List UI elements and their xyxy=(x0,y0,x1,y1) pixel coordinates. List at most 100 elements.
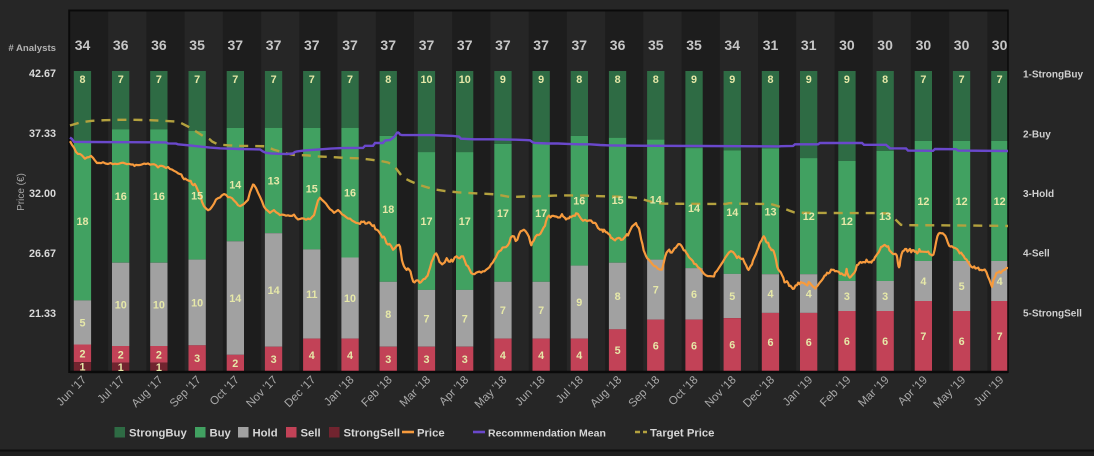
svg-text:37: 37 xyxy=(266,37,282,53)
svg-text:9: 9 xyxy=(538,74,544,86)
svg-text:14: 14 xyxy=(650,195,662,207)
svg-text:15: 15 xyxy=(612,195,624,207)
svg-text:7: 7 xyxy=(423,313,429,325)
svg-text:15: 15 xyxy=(191,190,203,202)
svg-text:7: 7 xyxy=(920,74,926,86)
svg-text:5: 5 xyxy=(729,291,735,303)
svg-text:2: 2 xyxy=(232,358,238,370)
svg-text:31: 31 xyxy=(763,37,779,53)
svg-text:2: 2 xyxy=(156,349,162,361)
svg-text:13: 13 xyxy=(764,206,776,218)
svg-text:8: 8 xyxy=(615,291,621,303)
svg-text:35: 35 xyxy=(648,37,664,53)
svg-text:7: 7 xyxy=(271,74,277,86)
svg-text:9: 9 xyxy=(500,74,506,86)
svg-text:14: 14 xyxy=(229,293,241,305)
svg-text:6: 6 xyxy=(767,337,773,349)
svg-text:2-Buy: 2-Buy xyxy=(1023,129,1051,140)
svg-text:35: 35 xyxy=(686,37,702,53)
svg-text:StrongBuy: StrongBuy xyxy=(129,428,187,440)
svg-text:12: 12 xyxy=(956,196,968,208)
svg-text:5: 5 xyxy=(959,281,965,293)
svg-text:9: 9 xyxy=(806,74,812,86)
svg-text:7: 7 xyxy=(347,74,353,86)
svg-text:15: 15 xyxy=(306,184,318,196)
svg-text:5: 5 xyxy=(79,318,85,330)
svg-text:4: 4 xyxy=(538,350,544,362)
svg-text:1-StrongBuy: 1-StrongBuy xyxy=(1023,70,1083,81)
svg-text:Price (€): Price (€) xyxy=(16,173,27,211)
svg-text:37: 37 xyxy=(533,37,549,53)
svg-text:17: 17 xyxy=(497,208,509,220)
svg-text:8: 8 xyxy=(615,74,621,86)
svg-text:30: 30 xyxy=(954,37,970,53)
svg-text:10: 10 xyxy=(153,299,165,311)
svg-text:6: 6 xyxy=(959,336,965,348)
svg-text:36: 36 xyxy=(113,37,129,53)
svg-text:16: 16 xyxy=(573,196,585,208)
svg-text:9: 9 xyxy=(691,74,697,86)
svg-text:30: 30 xyxy=(916,37,932,53)
svg-text:7: 7 xyxy=(538,305,544,317)
svg-text:6: 6 xyxy=(729,340,735,352)
svg-text:8: 8 xyxy=(79,74,85,86)
svg-text:14: 14 xyxy=(726,207,738,219)
svg-text:12: 12 xyxy=(803,211,815,223)
svg-text:17: 17 xyxy=(535,208,547,220)
svg-text:11: 11 xyxy=(306,289,317,301)
svg-text:12: 12 xyxy=(841,216,853,228)
svg-text:12: 12 xyxy=(994,196,1006,208)
svg-text:10: 10 xyxy=(420,74,432,86)
svg-text:37: 37 xyxy=(228,37,244,53)
svg-text:13: 13 xyxy=(268,176,280,188)
svg-text:6: 6 xyxy=(806,337,812,349)
svg-text:5-StrongSell: 5-StrongSell xyxy=(1023,308,1082,319)
svg-text:9: 9 xyxy=(729,74,735,86)
svg-text:4-Sell: 4-Sell xyxy=(1023,249,1050,260)
svg-text:30: 30 xyxy=(877,37,893,53)
svg-text:2: 2 xyxy=(79,348,85,360)
svg-text:12: 12 xyxy=(917,196,929,208)
svg-text:1: 1 xyxy=(156,362,162,374)
svg-text:8: 8 xyxy=(576,74,582,86)
svg-text:Buy: Buy xyxy=(210,428,232,440)
svg-text:Sell: Sell xyxy=(301,428,321,440)
svg-text:# Analysts: # Analysts xyxy=(8,43,56,54)
svg-text:6: 6 xyxy=(882,336,888,348)
svg-text:9: 9 xyxy=(576,297,582,309)
svg-text:7: 7 xyxy=(118,74,124,86)
svg-text:7: 7 xyxy=(462,313,468,325)
svg-text:4: 4 xyxy=(309,350,315,362)
svg-text:7: 7 xyxy=(653,285,659,297)
svg-text:6: 6 xyxy=(691,289,697,301)
svg-text:4: 4 xyxy=(500,350,506,362)
svg-text:Recommendation Mean: Recommendation Mean xyxy=(488,427,606,439)
svg-text:30: 30 xyxy=(839,37,855,53)
svg-text:32.00: 32.00 xyxy=(29,188,56,200)
svg-text:3-Hold: 3-Hold xyxy=(1023,189,1054,200)
svg-text:5: 5 xyxy=(615,345,621,357)
svg-text:16: 16 xyxy=(153,191,165,203)
svg-text:10: 10 xyxy=(191,297,203,309)
svg-text:6: 6 xyxy=(844,336,850,348)
svg-text:37: 37 xyxy=(419,37,435,53)
svg-text:4: 4 xyxy=(920,276,926,288)
svg-text:3: 3 xyxy=(385,354,391,366)
svg-text:7: 7 xyxy=(997,74,1003,86)
svg-text:8: 8 xyxy=(767,74,773,86)
svg-text:30: 30 xyxy=(992,37,1008,53)
svg-text:3: 3 xyxy=(844,291,850,303)
svg-text:7: 7 xyxy=(920,331,926,343)
svg-text:4: 4 xyxy=(347,350,353,362)
svg-text:31: 31 xyxy=(801,37,817,53)
svg-text:14: 14 xyxy=(688,203,700,215)
svg-text:42.67: 42.67 xyxy=(29,68,56,80)
svg-text:3: 3 xyxy=(194,353,200,365)
svg-text:7: 7 xyxy=(500,305,506,317)
svg-text:37: 37 xyxy=(572,37,588,53)
svg-text:7: 7 xyxy=(194,74,200,86)
svg-text:3: 3 xyxy=(462,354,468,366)
svg-text:7: 7 xyxy=(232,74,238,86)
svg-text:8: 8 xyxy=(882,74,888,86)
svg-text:Price: Price xyxy=(417,427,445,439)
